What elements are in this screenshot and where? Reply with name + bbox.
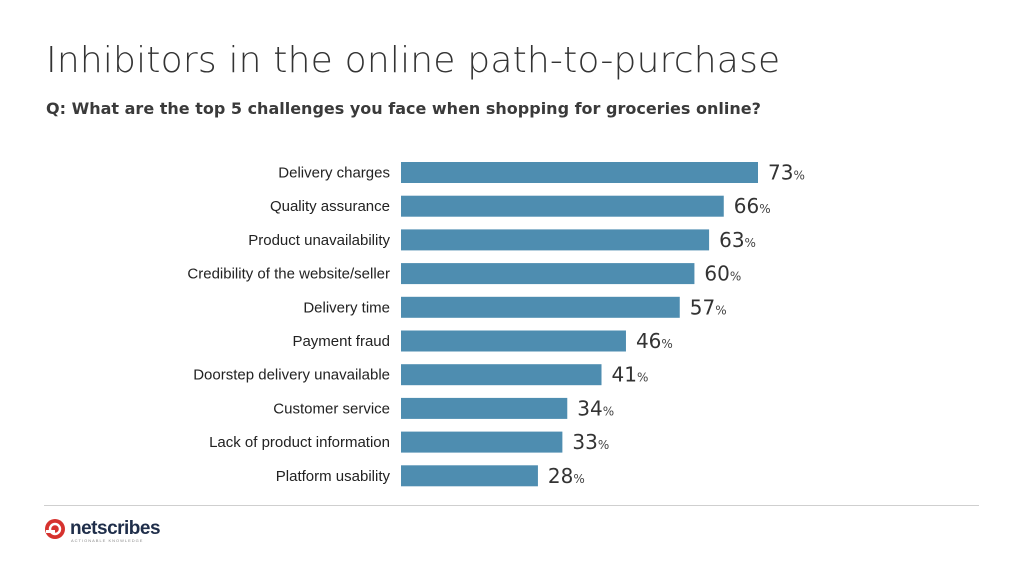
value-label: 73% <box>768 161 805 185</box>
value-number: 46 <box>636 329 661 353</box>
footer-divider <box>44 505 979 506</box>
value-unit: % <box>759 202 770 216</box>
category-label: Platform usability <box>276 468 391 485</box>
value-number: 63 <box>719 228 744 252</box>
value-number: 34 <box>577 396 602 420</box>
value-label: 46% <box>636 329 673 353</box>
bar <box>401 229 710 251</box>
value-unit: % <box>793 169 804 183</box>
value-label: 57% <box>690 295 727 319</box>
bar-chart: Delivery charges 73% Quality assurance 66% P… <box>187 161 805 488</box>
value-label: 28% <box>548 464 585 488</box>
brand-logo: netscribes <box>44 516 161 542</box>
category-label: Doorstep delivery unavailable <box>193 367 390 384</box>
value-label: 60% <box>704 262 741 286</box>
value-number: 60 <box>704 262 729 286</box>
bar <box>401 263 695 285</box>
category-label: Lack of product information <box>209 434 390 451</box>
value-label: 34% <box>577 396 614 420</box>
bar <box>401 431 563 453</box>
value-unit: % <box>573 472 584 486</box>
bar <box>401 195 724 217</box>
value-number: 66 <box>734 194 759 218</box>
bar <box>401 465 538 487</box>
brand-tagline: ACTIONABLE KNOWLEDGE <box>71 538 144 543</box>
value-unit: % <box>661 337 672 351</box>
bar <box>401 296 680 318</box>
brand-name: netscribes <box>70 518 161 539</box>
value-unit: % <box>730 270 741 284</box>
value-number: 57 <box>690 295 715 319</box>
value-unit: % <box>715 303 726 317</box>
value-number: 33 <box>572 430 597 454</box>
bar <box>401 330 626 352</box>
value-label: 33% <box>572 430 609 454</box>
netscribes-logo-icon <box>45 519 65 539</box>
value-unit: % <box>598 438 609 452</box>
category-label: Delivery time <box>303 299 390 316</box>
chart-subtitle: Q: What are the top 5 challenges you fac… <box>46 99 761 118</box>
bar <box>401 397 568 419</box>
category-label: Credibility of the website/seller <box>187 266 390 283</box>
bar <box>401 364 602 386</box>
value-number: 28 <box>548 464 573 488</box>
value-label: 63% <box>719 228 756 252</box>
value-number: 41 <box>612 363 637 387</box>
chart-title: Inhibitors in the online path-to-purchas… <box>46 40 781 81</box>
category-label: Delivery charges <box>278 165 390 182</box>
value-unit: % <box>637 371 648 385</box>
value-label: 66% <box>734 194 771 218</box>
value-unit: % <box>745 236 756 250</box>
value-number: 73 <box>768 161 793 185</box>
category-label: Quality assurance <box>270 198 390 215</box>
value-label: 41% <box>612 363 649 387</box>
category-label: Product unavailability <box>248 232 390 249</box>
value-unit: % <box>603 404 614 418</box>
bar <box>401 162 758 183</box>
category-label: Customer service <box>273 400 390 417</box>
category-label: Payment fraud <box>292 333 390 350</box>
